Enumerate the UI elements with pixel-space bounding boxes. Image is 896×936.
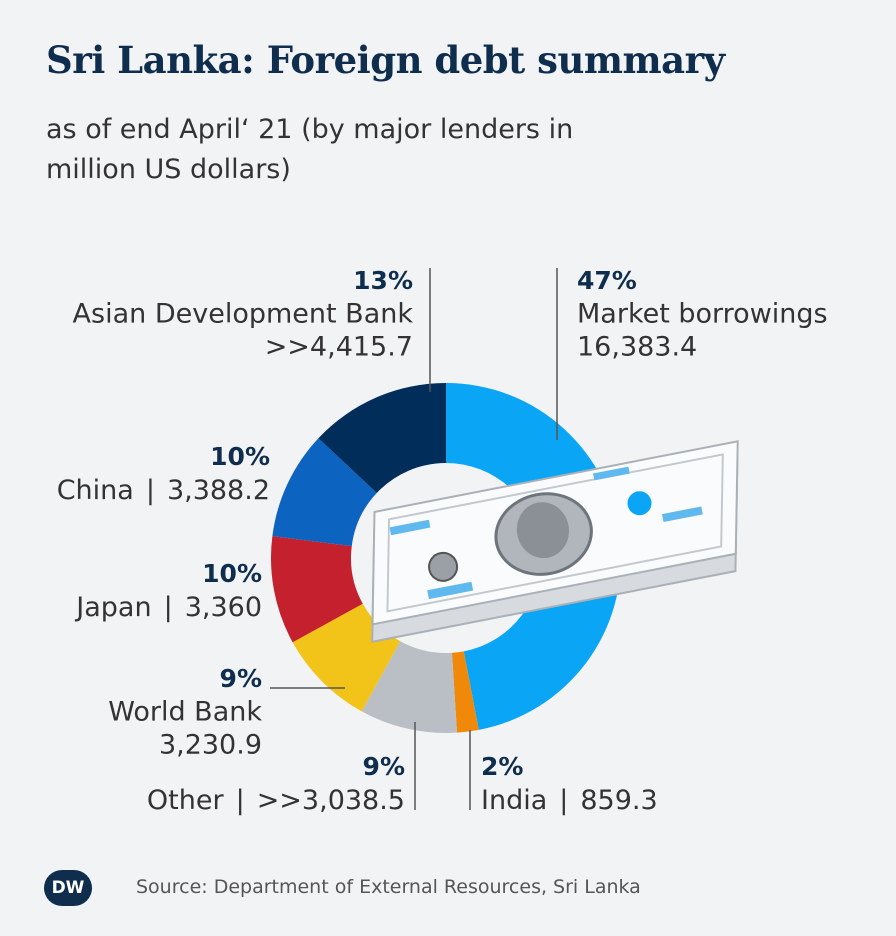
separator: |: [164, 592, 173, 623]
chart-subtitle: as of end April‘ 21 (by major lenders in…: [46, 114, 574, 185]
slice-label: Other | >>3,038.5: [147, 785, 405, 816]
slice-label: China | 3,388.2: [57, 475, 270, 506]
donut-slice: [272, 438, 377, 547]
amount-label: 3,360: [185, 592, 262, 623]
amount-label: >>4,415.7: [265, 332, 413, 363]
logo: DW: [44, 870, 92, 906]
amount-label: 3,230.9: [159, 730, 262, 761]
amount-label: 3,388.2: [167, 475, 270, 506]
percent-label: 13%: [353, 266, 413, 295]
category-name: Japan: [74, 592, 151, 623]
chart-title: Sri Lanka: Foreign debt summary: [46, 38, 725, 82]
category-name: World Bank: [108, 697, 262, 728]
separator: |: [146, 475, 155, 506]
slice-label: India | 859.3: [481, 785, 658, 816]
banknote-illustration: [371, 440, 739, 643]
donut-slice: [446, 382, 622, 730]
amount-label: 859.3: [580, 785, 657, 816]
amount-label: >>3,038.5: [257, 785, 405, 816]
donut-slice: [270, 536, 363, 643]
percent-label: 9%: [220, 664, 262, 693]
percent-label: 9%: [363, 752, 405, 781]
donut-slice: [318, 383, 446, 493]
percent-label: 47%: [577, 266, 637, 295]
percent-label: 10%: [202, 559, 262, 588]
donut-slice: [361, 641, 457, 733]
category-name: India: [481, 785, 547, 816]
category-name: Asian Development Bank: [73, 299, 414, 330]
category-name: Market borrowings: [577, 299, 828, 330]
percent-label: 2%: [481, 752, 523, 781]
source-note: Source: Department of External Resources…: [136, 876, 641, 898]
category-name: Other: [147, 785, 225, 816]
separator: |: [559, 785, 568, 816]
amount-label: 16,383.4: [577, 332, 697, 363]
percent-label: 10%: [210, 442, 270, 471]
donut-slice: [451, 651, 479, 733]
slice-label: Japan | 3,360: [74, 592, 262, 623]
category-name: China: [57, 475, 134, 506]
separator: |: [236, 785, 245, 816]
